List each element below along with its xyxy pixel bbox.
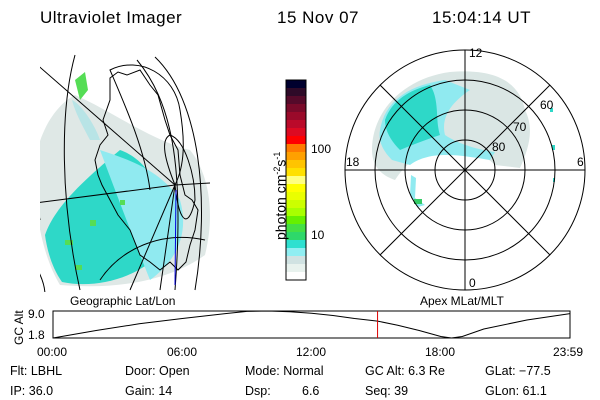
colorbar-swatch (286, 104, 306, 113)
mlat-label-80: 80 (492, 140, 506, 154)
ytick-max: 9.0 (28, 307, 45, 321)
colorbar-swatch (286, 168, 306, 177)
colorbar-swatch (286, 216, 306, 225)
colorbar-tick-100: 100 (311, 142, 332, 156)
colorbar-swatch (286, 80, 306, 89)
time-label: 15:04:14 UT (432, 8, 532, 27)
dsp-label: Dsp: (245, 384, 271, 398)
colorbar-swatch (286, 128, 306, 137)
mlat-label-60: 60 (540, 98, 554, 112)
polar-projection-label: Apex MLat/MLT (420, 294, 504, 308)
mode-info: Mode: Normal (245, 364, 324, 378)
glat-info: GLat: −77.5 (485, 364, 551, 378)
colorbar-swatch (286, 248, 306, 257)
xtick-1200: 12:00 (296, 345, 327, 359)
mlt-label-6: 6 (577, 155, 584, 169)
dsp-value: 6.6 (302, 384, 320, 398)
colorbar-swatch (286, 224, 306, 233)
seq-info: Seq: 39 (365, 384, 409, 398)
colorbar-swatch (286, 160, 306, 169)
mlat-label-70: 70 (513, 120, 527, 134)
colorbar-swatch (286, 88, 306, 97)
map-projection-label: Geographic Lat/Lon (70, 294, 176, 308)
glon-info: GLon: 61.1 (485, 384, 547, 398)
xtick-0000: 00:00 (37, 345, 68, 359)
date-label: 15 Nov 07 (277, 8, 359, 27)
colorbar-swatch (286, 176, 306, 185)
colorbar-swatch (286, 264, 306, 273)
colorbar-swatch (286, 232, 306, 241)
plot-frame (52, 310, 571, 339)
colorbar-swatch (286, 240, 306, 249)
gain-info: Gain: 14 (125, 384, 173, 398)
colorbar-swatch (286, 112, 306, 121)
colorbar-swatch (286, 192, 306, 201)
colorbar-swatch (286, 96, 306, 105)
altitude-curve (52, 310, 571, 339)
xtick-2359: 23:59 (553, 345, 584, 359)
colorbar-swatch (286, 256, 306, 265)
colorbar-swatch (286, 272, 306, 281)
door-info: Door: Open (125, 364, 190, 378)
colorbar-swatch (286, 152, 306, 161)
colorbar-swatch (286, 120, 306, 129)
colorbar-swatch (286, 144, 306, 153)
xtick-1800: 18:00 (425, 345, 456, 359)
colorbar-swatch (286, 200, 306, 209)
colorbar-swatch (286, 184, 306, 193)
gc-alt-info: GC Alt: 6.3 Re (365, 364, 445, 378)
ip-info: IP: 36.0 (10, 384, 54, 398)
mlt-label-12: 12 (469, 46, 483, 60)
colorbar-tick-10: 10 (311, 228, 325, 242)
colorbar-swatch (286, 208, 306, 217)
mlt-label-0: 0 (469, 276, 476, 290)
mlt-label-18: 18 (346, 155, 360, 169)
instrument-title: Ultraviolet Imager (40, 8, 183, 27)
colorbar-swatch (286, 136, 306, 145)
xtick-0600: 06:00 (167, 345, 198, 359)
filter-info: Flt: LBHL (10, 364, 63, 378)
ytick-min: 1.8 (28, 328, 45, 342)
